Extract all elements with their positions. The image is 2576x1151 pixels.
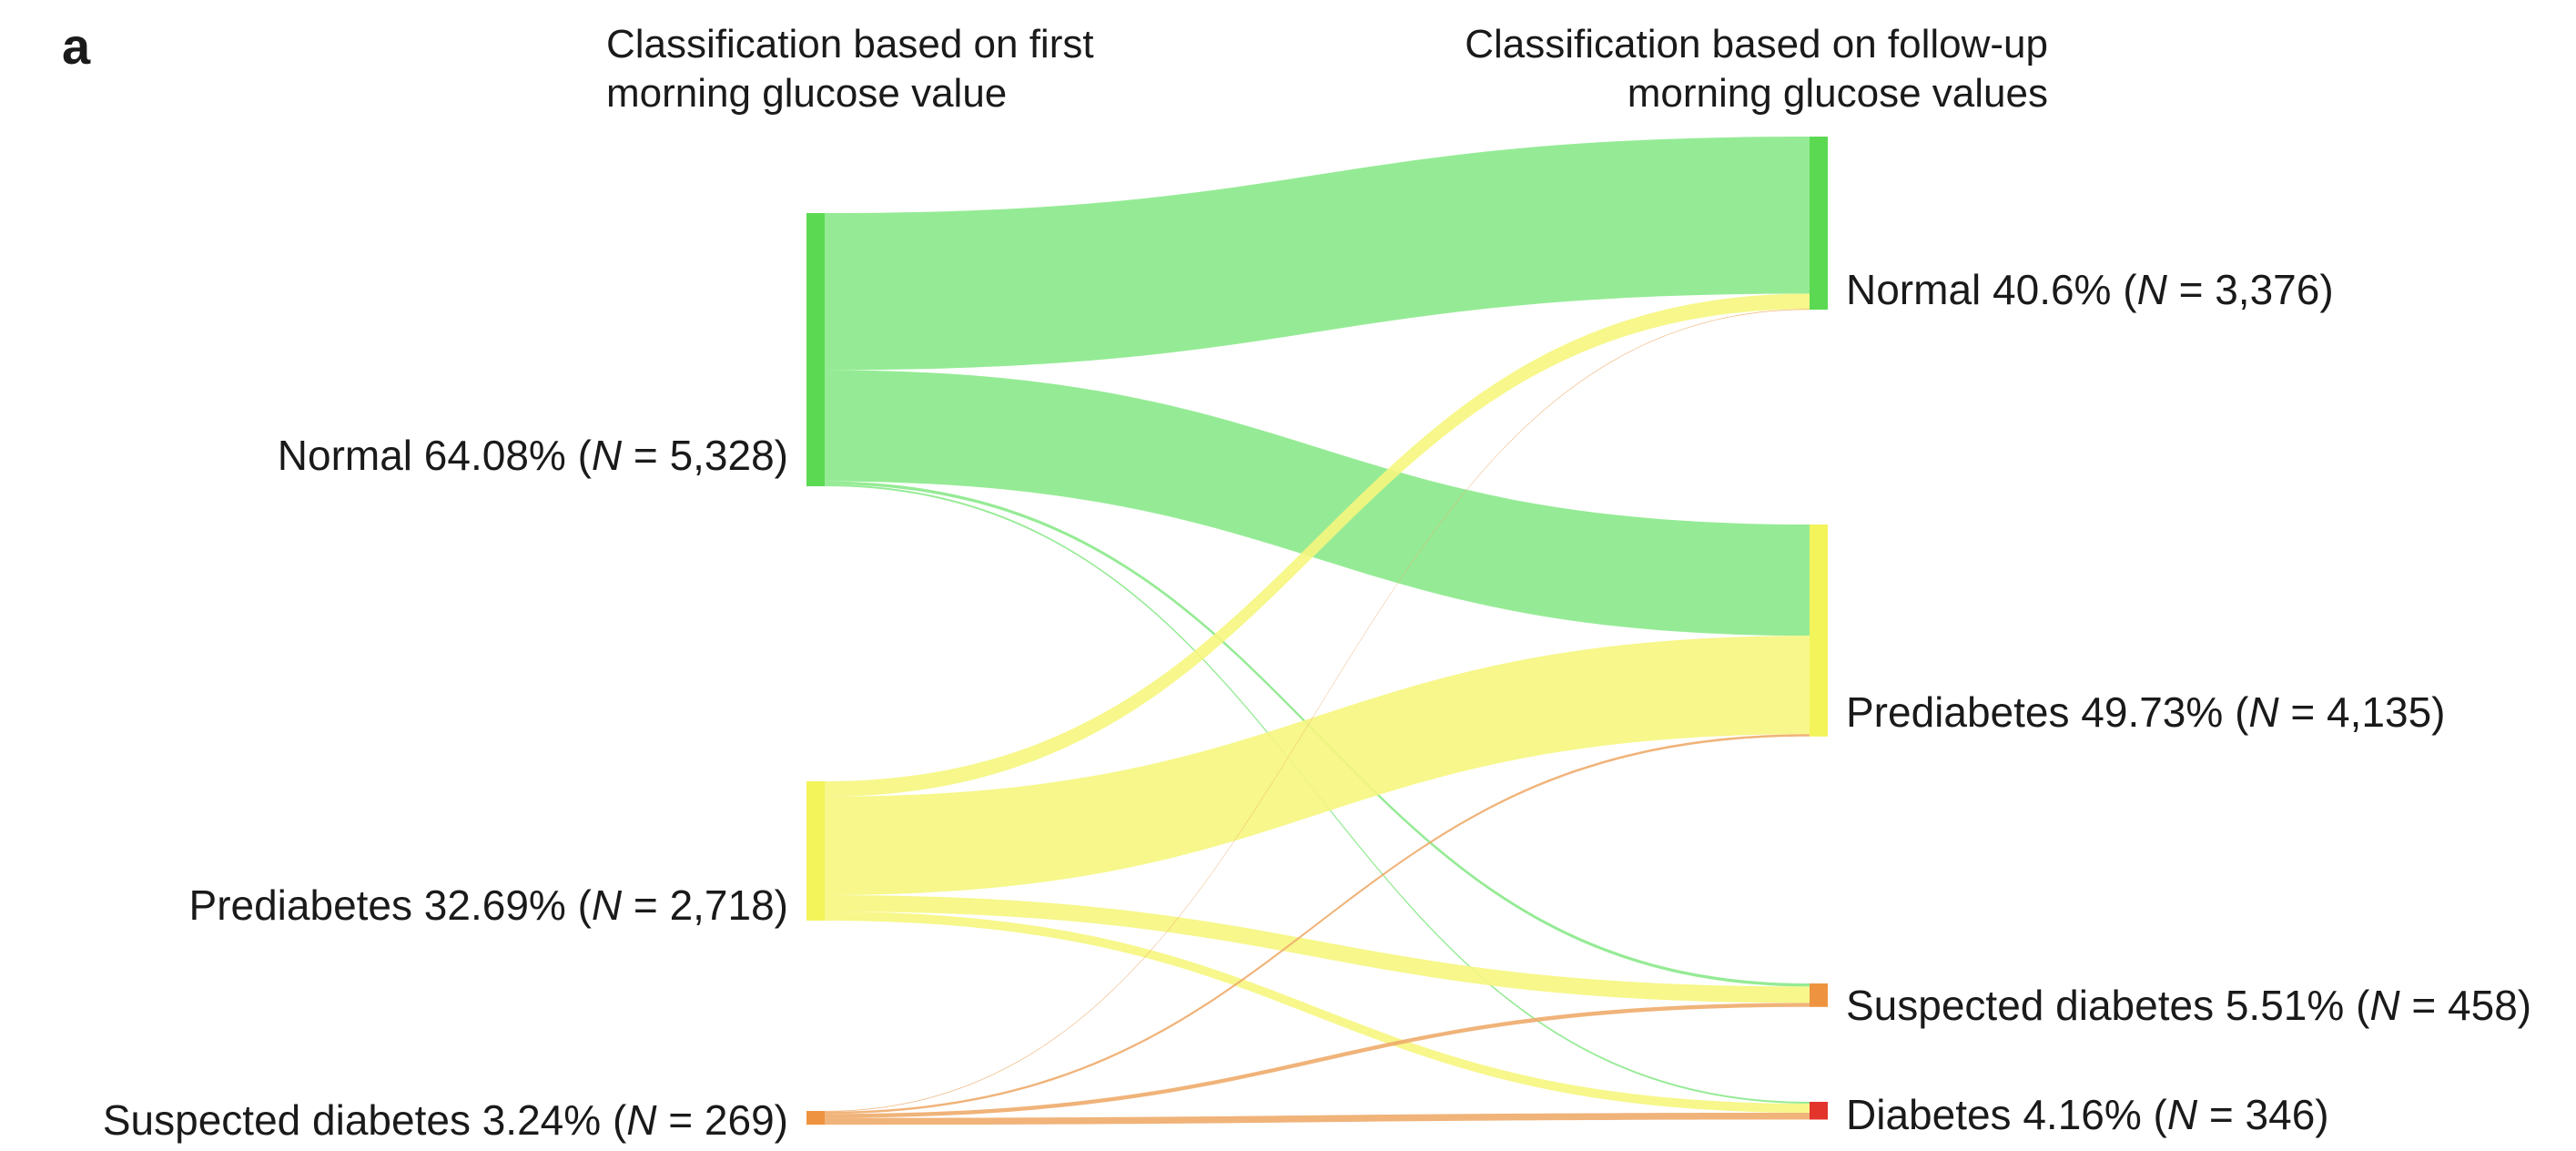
right-node-normal <box>1810 137 1828 311</box>
flow-prediabetes-to-diabetes <box>825 912 1810 1113</box>
label-n-symbol: N <box>591 881 623 929</box>
left-node-suspected <box>806 1111 825 1126</box>
label-name: Diabetes 4.16% ( <box>1846 1091 2167 1138</box>
label-n-value: = 4,135) <box>2278 688 2446 736</box>
right-node-prediabetes <box>1810 525 1828 737</box>
flow-prediabetes-to-suspected <box>825 894 1810 1003</box>
label-n-value: = 2,718) <box>622 881 788 929</box>
left-title-line-1: Classification based on first <box>606 22 1094 66</box>
label-name: Suspected diabetes 3.24% ( <box>102 1096 627 1144</box>
label-name: Prediabetes 49.73% ( <box>1846 688 2249 736</box>
flow-prediabetes-to-normal <box>825 293 1810 797</box>
flow-suspected-to-normal <box>825 309 1810 1112</box>
left-column-title: Classification based on first morning gl… <box>606 20 1094 118</box>
label-n-symbol: N <box>591 432 623 479</box>
panel-label: a <box>62 17 91 75</box>
flow-prediabetes-to-prediabetes <box>825 636 1810 895</box>
label-name: Normal 40.6% ( <box>1846 266 2137 313</box>
flow-layer <box>825 137 1810 1126</box>
label-n-value: = 458) <box>2399 982 2532 1029</box>
right-node-suspected <box>1810 983 1828 1007</box>
label-n-symbol: N <box>2369 982 2400 1029</box>
flow-suspected-to-prediabetes <box>825 734 1810 1115</box>
right-node-diabetes <box>1810 1102 1828 1120</box>
right-title-line-2: morning glucose values <box>1627 71 2048 116</box>
label-name: Prediabetes 32.69% ( <box>188 881 592 929</box>
right-title-line-1: Classification based on follow-up <box>1465 22 2048 66</box>
flow-suspected-to-diabetes <box>825 1112 1810 1126</box>
label-n-value: = 269) <box>656 1096 788 1144</box>
label-name: Suspected diabetes 5.51% ( <box>1846 982 2370 1029</box>
label-n-symbol: N <box>626 1096 657 1144</box>
left-label-normal: Normal 64.08% (N = 5,328) <box>278 430 788 481</box>
right-label-suspected: Suspected diabetes 5.51% (N = 458) <box>1846 980 2531 1031</box>
label-n-value: = 5,328) <box>622 432 788 479</box>
left-node-prediabetes <box>806 781 825 922</box>
node-layer <box>806 137 1828 1126</box>
flow-normal-to-prediabetes <box>825 370 1810 637</box>
right-label-normal: Normal 40.6% (N = 3,376) <box>1846 264 2334 315</box>
right-label-diabetes: Diabetes 4.16% (N = 346) <box>1846 1089 2329 1140</box>
label-n-value: = 346) <box>2197 1091 2329 1138</box>
label-n-symbol: N <box>2166 1091 2198 1138</box>
left-label-suspected: Suspected diabetes 3.24% (N = 269) <box>103 1095 788 1146</box>
label-n-value: = 3,376) <box>2166 266 2334 313</box>
left-node-normal <box>806 213 825 486</box>
flow-normal-to-normal <box>825 137 1810 371</box>
label-name: Normal 64.08% ( <box>277 432 592 479</box>
label-n-symbol: N <box>2248 688 2279 736</box>
left-title-line-2: morning glucose value <box>606 71 1008 116</box>
left-label-prediabetes: Prediabetes 32.69% (N = 2,718) <box>189 880 788 931</box>
right-column-title: Classification based on follow-up mornin… <box>1465 20 2048 118</box>
label-n-symbol: N <box>2136 266 2167 313</box>
flow-suspected-to-suspected <box>825 1003 1810 1118</box>
right-label-prediabetes: Prediabetes 49.73% (N = 4,135) <box>1846 687 2445 738</box>
